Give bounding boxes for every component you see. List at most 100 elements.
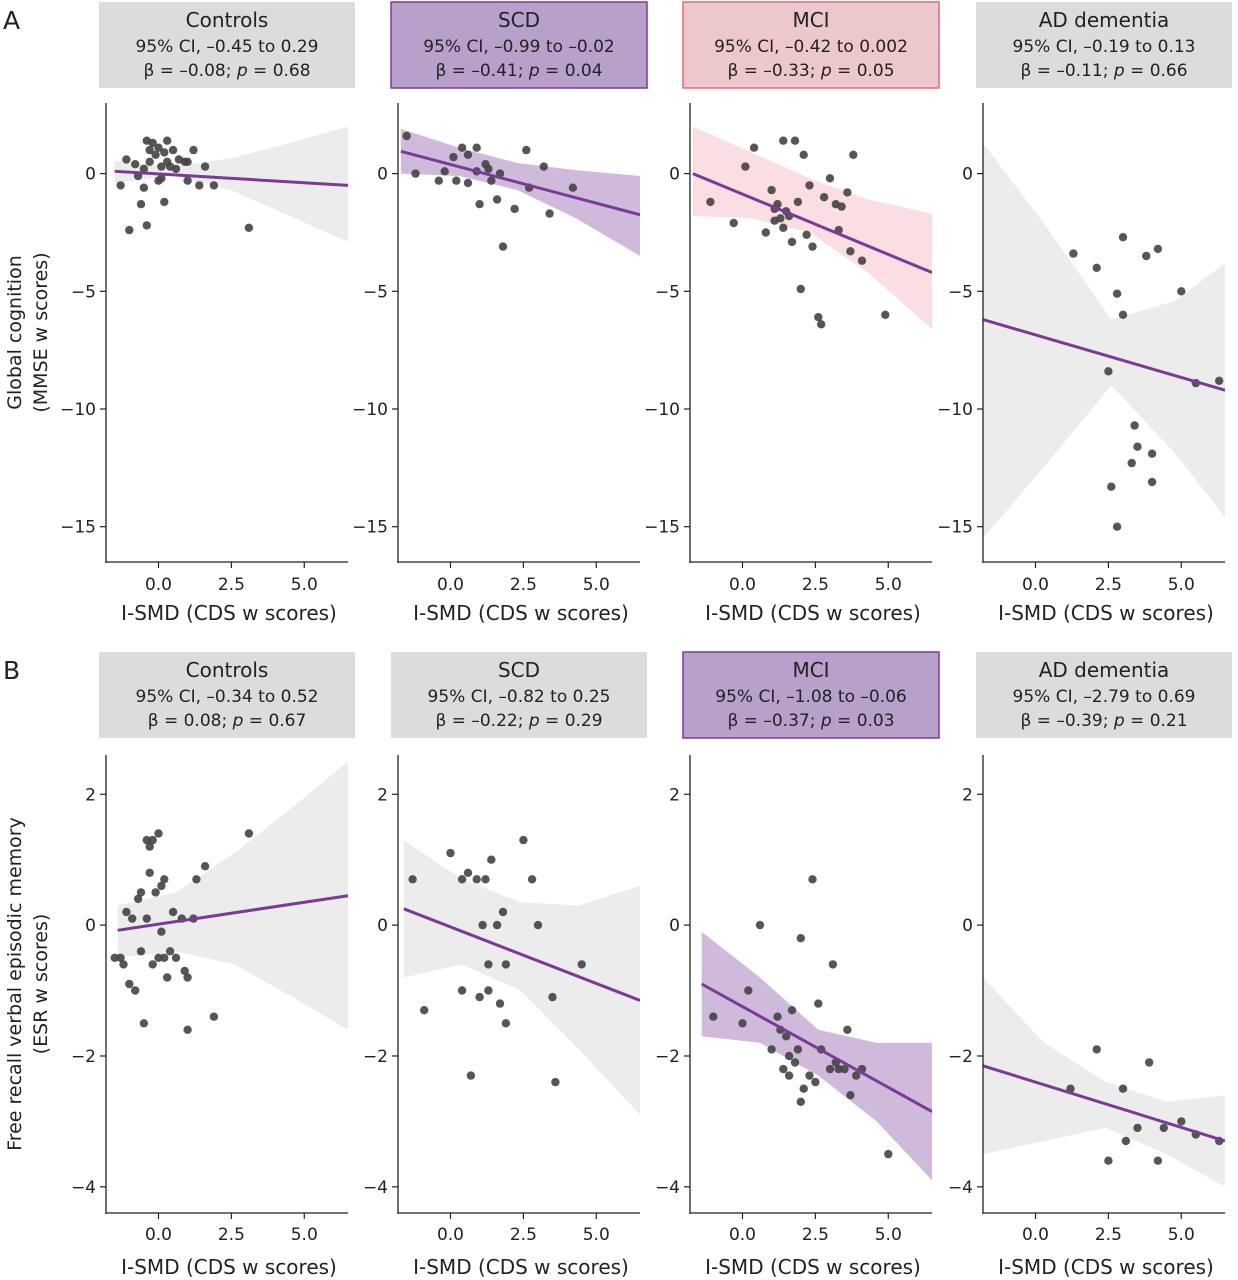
- data-point: [165, 947, 175, 956]
- data-point: [548, 992, 557, 1002]
- p-value: = 0.68: [248, 61, 311, 81]
- data-point: [1092, 263, 1101, 272]
- data-point: [1142, 251, 1151, 261]
- data-point: [1118, 1084, 1128, 1093]
- data-point: [154, 953, 163, 962]
- data-point: [125, 979, 134, 989]
- p-value: = 0.21: [1125, 711, 1188, 731]
- beta-value: β = –0.22;: [435, 711, 528, 731]
- x-tick-label: 2.5: [802, 1225, 829, 1245]
- plot-area: [114, 126, 348, 242]
- beta-text: β = –0.37; p = 0.03: [727, 711, 894, 731]
- data-point: [119, 960, 128, 969]
- data-point: [808, 242, 817, 251]
- data-point: [180, 966, 189, 976]
- panel-A-4: AD dementia 95% CI, –0.19 to 0.13 β = –0.1…: [937, 2, 1232, 625]
- data-point: [200, 862, 210, 871]
- data-point: [852, 1071, 861, 1080]
- ci-text: 95% CI, –2.79 to 0.69: [1013, 687, 1196, 707]
- data-point: [183, 176, 192, 185]
- p-label: p: [820, 61, 832, 81]
- data-point: [1133, 442, 1142, 451]
- data-point: [157, 927, 166, 936]
- x-tick-label: 0.0: [145, 575, 172, 595]
- data-point: [814, 999, 823, 1008]
- data-point: [767, 1045, 776, 1054]
- beta-value: β = 0.08;: [148, 711, 233, 731]
- data-point: [817, 320, 826, 329]
- beta-value: β = –0.11;: [1020, 61, 1113, 81]
- p-value: = 0.04: [540, 61, 603, 81]
- data-point: [160, 148, 169, 157]
- y-tick-label: −4: [71, 1178, 96, 1198]
- data-point: [183, 973, 192, 982]
- beta-value: β = –0.08;: [143, 61, 236, 81]
- data-point: [799, 1084, 808, 1093]
- data-point: [577, 960, 586, 969]
- data-point: [1118, 310, 1128, 319]
- confidence-band: [983, 977, 1225, 1187]
- y-tick-label: −4: [655, 1178, 680, 1198]
- panel-B-1: Controls 95% CI, –0.34 to 0.52 β = 0.08; p…: [3, 652, 355, 1279]
- data-point: [884, 1149, 893, 1159]
- group-title: SCD: [498, 8, 540, 32]
- data-point: [805, 181, 814, 190]
- data-point: [1127, 458, 1136, 468]
- data-point: [136, 888, 146, 897]
- stats-box: [682, 651, 940, 739]
- data-point: [110, 953, 119, 962]
- y-tick-label: 2: [669, 785, 680, 805]
- data-point: [171, 164, 181, 174]
- data-point: [492, 195, 502, 204]
- data-point: [209, 181, 219, 190]
- p-value: = 0.05: [832, 61, 895, 81]
- data-point: [139, 183, 149, 192]
- data-point: [151, 888, 160, 897]
- data-point: [487, 855, 496, 864]
- confidence-band: [983, 143, 1225, 539]
- data-point: [834, 1064, 843, 1074]
- stats-box: [976, 652, 1232, 738]
- data-point: [466, 1071, 476, 1080]
- x-axis-label: I-SMD (CDS w scores): [705, 1255, 921, 1279]
- data-point: [729, 218, 738, 228]
- data-point: [501, 960, 511, 969]
- data-point: [457, 875, 467, 884]
- data-point: [189, 145, 198, 155]
- data-point: [411, 169, 420, 178]
- confidence-band: [400, 128, 640, 256]
- data-point: [545, 209, 554, 218]
- ci-text: 95% CI, –0.45 to 0.29: [136, 37, 319, 57]
- data-point: [145, 842, 154, 851]
- data-point: [452, 176, 461, 185]
- data-point: [1121, 1136, 1131, 1146]
- data-point: [148, 138, 157, 148]
- data-point: [814, 313, 823, 322]
- x-tick-label: 2.5: [1095, 1225, 1122, 1245]
- y-tick-label: −2: [655, 1047, 680, 1067]
- y-tick-label: −5: [948, 282, 973, 302]
- data-point: [183, 1025, 192, 1035]
- data-point: [157, 174, 166, 183]
- data-point: [192, 875, 201, 884]
- plot-area: [700, 875, 932, 1181]
- data-point: [706, 197, 715, 207]
- data-point: [472, 875, 481, 884]
- data-point: [481, 875, 490, 884]
- data-point: [116, 181, 125, 190]
- data-point: [741, 162, 750, 171]
- data-point: [811, 1077, 820, 1087]
- data-point: [843, 1025, 852, 1035]
- y-tick-label: −15: [644, 518, 680, 538]
- y-tick-label: 0: [962, 165, 973, 185]
- x-tick-label: 5.0: [291, 575, 318, 595]
- data-point: [484, 986, 493, 995]
- plot-area: [403, 835, 640, 1115]
- regression-line: [117, 894, 348, 932]
- y-tick-label: −15: [937, 518, 973, 538]
- x-axis-label: I-SMD (CDS w scores): [121, 1255, 337, 1279]
- data-point: [148, 835, 157, 845]
- x-tick-label: 5.0: [583, 1225, 610, 1245]
- ci-text: 95% CI, –0.19 to 0.13: [1013, 37, 1196, 57]
- data-point: [449, 152, 458, 162]
